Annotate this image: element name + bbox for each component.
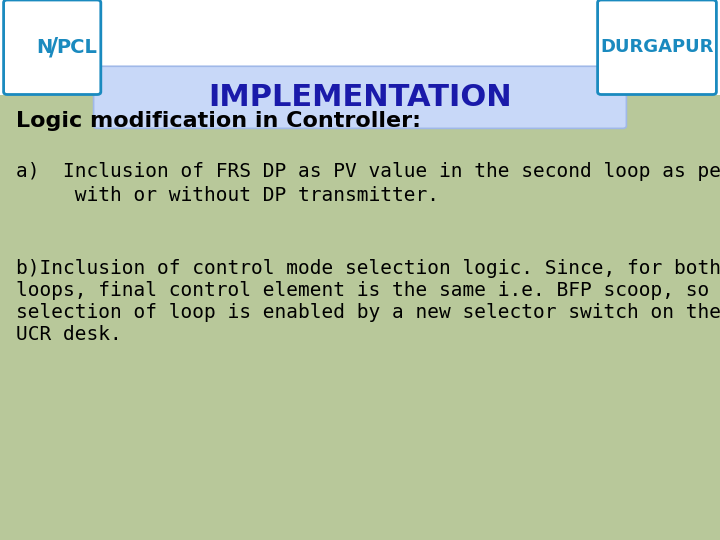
- FancyBboxPatch shape: [4, 0, 101, 94]
- FancyBboxPatch shape: [94, 66, 626, 129]
- Text: DURGAPUR: DURGAPUR: [600, 38, 714, 56]
- Text: PCL: PCL: [56, 38, 96, 57]
- Text: b)Inclusion of control mode selection logic. Since, for both the
loops, final co: b)Inclusion of control mode selection lo…: [16, 259, 720, 344]
- Bar: [0, 0, 720, 94]
- Text: Logic modification in Controller:: Logic modification in Controller:: [16, 111, 420, 131]
- Text: /: /: [50, 35, 58, 59]
- Text: IMPLEMENTATION: IMPLEMENTATION: [208, 83, 512, 112]
- Text: with or without DP transmitter.: with or without DP transmitter.: [16, 186, 439, 205]
- FancyBboxPatch shape: [598, 0, 716, 94]
- Text: N: N: [36, 38, 52, 57]
- Text: a)  Inclusion of FRS DP as PV value in the second loop as per: a) Inclusion of FRS DP as PV value in th…: [16, 162, 720, 181]
- Bar: [0, 94, 720, 540]
